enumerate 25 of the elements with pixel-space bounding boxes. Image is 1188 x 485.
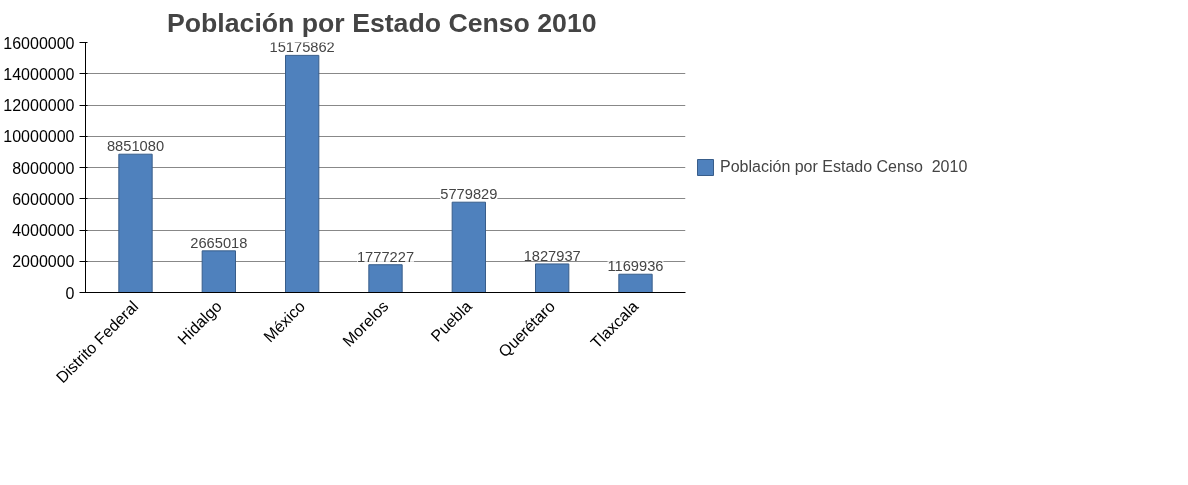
data-label: 15175862 <box>269 39 335 56</box>
bar <box>451 201 486 293</box>
chart-title: Población por Estado Censo 2010 <box>167 7 597 38</box>
data-label: 2665018 <box>190 234 248 251</box>
bar <box>201 250 236 293</box>
legend-label: Población por Estado Censo 2010 <box>720 158 968 176</box>
y-tick-label: 2000000 <box>12 253 75 271</box>
y-tick-label: 6000000 <box>12 190 75 208</box>
y-tick-label: 10000000 <box>3 128 75 146</box>
y-tick-label: 14000000 <box>3 65 75 83</box>
y-tick-label: 12000000 <box>3 97 75 114</box>
data-label: 5779829 <box>440 186 498 203</box>
y-tick-label: 0 <box>65 284 75 302</box>
bar <box>618 273 653 293</box>
y-tick-label: 8000000 <box>12 159 75 177</box>
bar <box>368 264 403 293</box>
y-tick-label: 4000000 <box>12 222 75 239</box>
bar <box>118 153 153 293</box>
data-label: 1169936 <box>607 258 664 275</box>
bar <box>285 54 320 293</box>
data-label: 1777227 <box>356 248 415 265</box>
y-tick-label: 16000000 <box>3 34 75 52</box>
bar <box>535 263 570 293</box>
data-label: 8851080 <box>106 138 165 155</box>
data-label: 1827937 <box>523 247 581 264</box>
